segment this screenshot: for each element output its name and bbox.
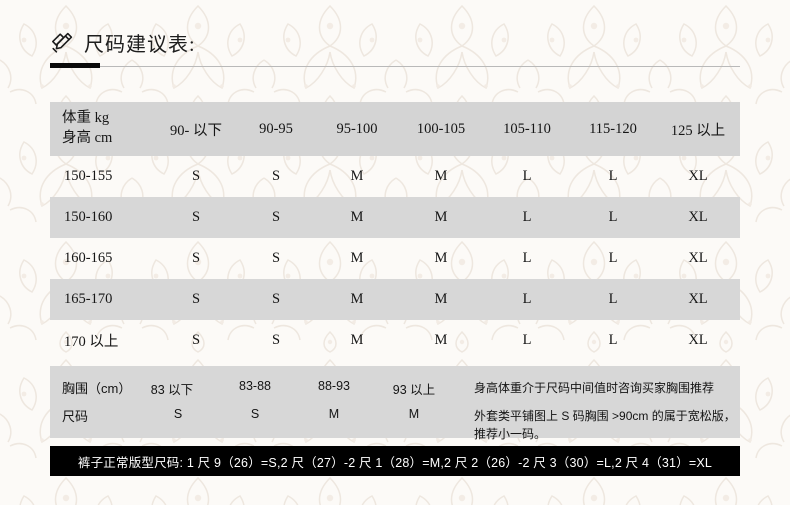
bust-size-0: S [173,407,183,421]
size-row-label: 尺码 [62,409,89,424]
size-cell: S [191,209,201,225]
size-cell: S [271,250,281,266]
row-height-label: 165-170 [64,291,113,307]
size-cell: S [271,209,281,225]
corner-height-label: 身高 cm [62,130,113,146]
size-cell: M [350,250,364,266]
pencil-write-icon [52,32,73,53]
bust-value-1: 83-88 [239,379,271,393]
table-corner-header: 体重 kg 身高 cm [50,102,156,156]
page-title: 尺码建议表: [84,34,196,56]
pants-size-footer-text: 裤子正常版型尺码: 1 尺 9（26）=S,2 尺（27）-2 尺 1（28）=… [77,455,713,470]
size-cell: M [434,291,448,307]
size-cell: XL [688,291,708,307]
size-cell: L [608,250,618,266]
corner-weight-label: 体重 kg [62,110,110,127]
column-header-1: 90-95 [259,120,293,137]
size-cell: L [522,291,532,307]
size-cell: XL [688,209,708,225]
size-chart-table: 体重 kg 身高 cm 90- 以下 90-95 95-100 100-105 … [50,102,740,361]
size-cell: M [434,250,448,266]
table-row: 150-160 S S M M L L XL [50,197,740,238]
column-header-3: 100-105 [416,120,466,137]
table-header: 体重 kg 身高 cm 90- 以下 90-95 95-100 100-105 … [50,102,740,156]
size-cell: M [434,209,448,225]
size-cell: S [191,168,201,184]
bust-size-3: M [408,407,420,421]
table-row: 170 以上 S S M M L L XL [50,320,740,361]
row-height-label: 150-155 [64,168,113,184]
table-row: 150-155 S S M M L L XL [50,156,740,197]
bust-value-0: 83 以下 [150,383,194,397]
size-cell: L [522,250,532,266]
title-divider [50,66,740,67]
size-cell: M [350,209,364,225]
size-cell: S [191,332,201,348]
title-divider-accent [50,63,100,68]
chest-note-block: 胸围（cm） 尺码 83 以下 83-88 88-93 93 以上 S S M … [50,366,740,441]
size-cell: L [608,168,618,184]
row-height-label: 150-160 [64,209,113,225]
size-cell: L [522,332,532,348]
size-cell: S [191,250,201,266]
column-header-6: 125 以上 [670,122,726,139]
size-cell: M [350,168,364,184]
note-line-2b: 推荐小一码。 [474,427,547,441]
chest-row-label: 胸围（cm） [62,381,132,396]
page-title-row: 尺码建议表: [50,28,196,57]
bust-value-3: 93 以上 [392,383,436,397]
size-cell: L [608,291,618,307]
table-header-row: 体重 kg 身高 cm 90- 以下 90-95 95-100 100-105 … [50,102,740,156]
size-cell: L [608,209,618,225]
size-cell: XL [688,332,708,348]
column-header-2: 95-100 [336,120,378,137]
column-header-5: 115-120 [589,120,637,137]
row-height-label: 170 以上 [64,334,119,350]
row-height-label: 160-165 [64,250,113,266]
size-cell: XL [688,250,708,266]
note-line-1: 身高体重介于尺码中间值时咨询买家胸围推荐 [474,381,715,395]
column-header-0: 90- 以下 [170,122,222,139]
size-cell: L [522,209,532,225]
size-cell: S [271,168,281,184]
size-cell: M [434,332,448,348]
bust-size-1: S [250,407,260,421]
bust-size-2: M [328,407,340,421]
bust-value-2: 88-93 [318,379,350,393]
size-cell: L [608,332,618,348]
pants-size-footer-bar: 裤子正常版型尺码: 1 尺 9（26）=S,2 尺（27）-2 尺 1（28）=… [50,446,740,476]
table-row: 165-170 S S M M L L XL [50,279,740,320]
table-row: 160-165 S S M M L L XL [50,238,740,279]
size-cell: M [350,332,364,348]
size-cell: S [191,291,201,307]
size-cell: S [271,291,281,307]
note-line-2a: 外套类平铺图上 S 码胸围 >90cm 的属于宽松版， [474,409,736,423]
column-header-4: 105-110 [503,120,551,137]
size-cell: M [434,168,448,184]
size-cell: S [271,332,281,348]
table-body: 150-155 S S M M L L XL 150-160 S S M M L… [50,156,740,361]
size-cell: M [350,291,364,307]
size-cell: XL [688,168,708,184]
size-cell: L [522,168,532,184]
